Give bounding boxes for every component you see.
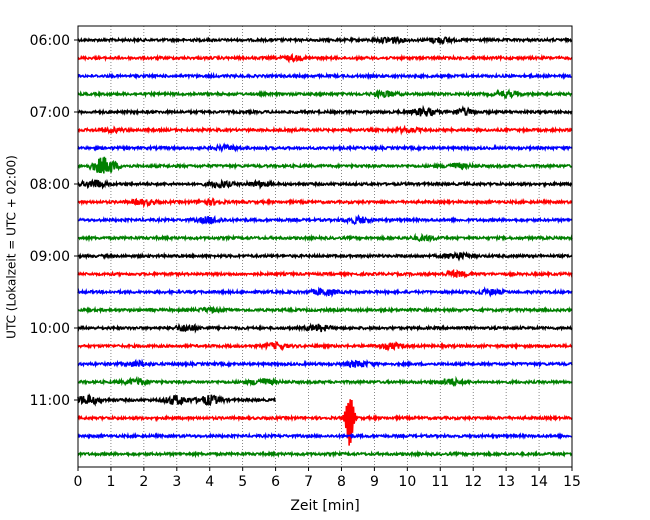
x-tick-label: 10 xyxy=(398,474,416,490)
y-tick-label: 09:00 xyxy=(30,249,70,265)
seismic-traces xyxy=(77,35,573,459)
x-tick-label: 14 xyxy=(530,474,548,490)
x-tick-label: 13 xyxy=(497,474,515,490)
y-tick-label: 10:00 xyxy=(30,321,70,337)
trace-0930 xyxy=(77,286,573,298)
trace-1130 xyxy=(77,431,573,441)
x-tick-label: 5 xyxy=(238,474,247,490)
trace-0945 xyxy=(77,305,573,315)
trace-0715 xyxy=(77,124,573,136)
trace-1045 xyxy=(77,375,573,387)
trace-0830 xyxy=(77,214,573,226)
x-tick-label: 12 xyxy=(464,474,482,490)
trace-0645 xyxy=(77,88,573,100)
trace-0800 xyxy=(77,178,573,190)
trace-0815 xyxy=(77,197,573,209)
trace-1030 xyxy=(77,358,573,369)
plot-frame xyxy=(77,25,573,468)
x-axis-ticks: 0 1 2 3 4 5 6 7 8 9 10 11 12 13 14 15 xyxy=(74,467,581,490)
trace-1000 xyxy=(77,322,573,334)
trace-1115 xyxy=(77,399,573,446)
y-tick-label: 06:00 xyxy=(30,33,70,49)
x-tick-label: 1 xyxy=(106,474,115,490)
y-tick-label: 11:00 xyxy=(30,393,70,409)
x-tick-label: 4 xyxy=(205,474,214,490)
trace-0615 xyxy=(77,52,573,64)
trace-0730 xyxy=(77,142,573,153)
trace-0845 xyxy=(77,232,573,243)
y-tick-label: 07:00 xyxy=(30,105,70,121)
x-tick-label: 9 xyxy=(370,474,379,490)
trace-1100 xyxy=(77,393,276,407)
y-axis-label: UTC (Lokalzeit = UTC + 02:00) xyxy=(5,155,19,339)
y-axis-ticks: 06:00 07:00 08:00 09:00 10:00 11:00 xyxy=(30,33,78,409)
trace-0900 xyxy=(77,250,573,262)
x-tick-label: 0 xyxy=(74,474,83,490)
x-tick-label: 15 xyxy=(563,474,581,490)
x-tick-label: 3 xyxy=(172,474,181,490)
trace-0745 xyxy=(77,156,573,174)
y-tick-label: 08:00 xyxy=(30,177,70,193)
trace-1145 xyxy=(77,449,573,459)
x-axis-label: Zeit [min] xyxy=(290,498,359,514)
trace-0915 xyxy=(77,268,573,279)
axes-border xyxy=(77,25,573,468)
x-tick-label: 7 xyxy=(304,474,313,490)
x-tick-label: 8 xyxy=(337,474,346,490)
trace-1015 xyxy=(77,340,573,352)
x-tick-label: 2 xyxy=(139,474,148,490)
trace-0630 xyxy=(77,71,573,81)
trace-0600 xyxy=(77,35,573,46)
trace-0700 xyxy=(77,104,573,117)
x-tick-label: 11 xyxy=(431,474,449,490)
x-tick-label: 6 xyxy=(271,474,280,490)
